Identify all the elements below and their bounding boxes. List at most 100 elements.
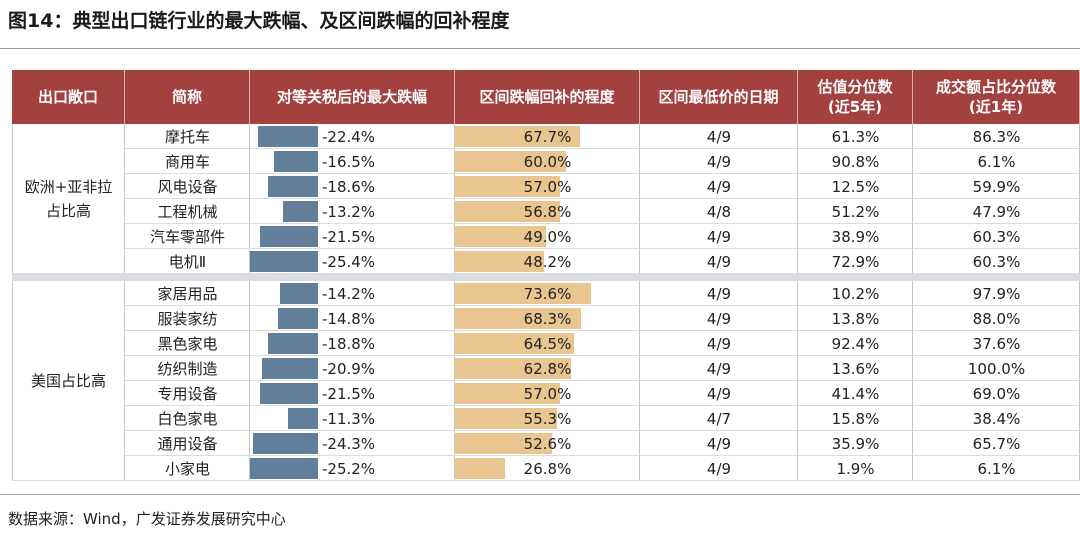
table-value: 4/9 [706,359,732,378]
recovery-bar [455,251,545,272]
table-value: 4/9 [706,152,732,171]
drawdown-bar [250,458,318,479]
group-separator [12,274,1080,281]
recovery-bar [455,176,561,197]
table-value: 6.1% [977,459,1016,478]
table-cell [250,331,455,356]
table-cell [798,149,913,174]
table-cell [455,199,640,224]
title-rule [0,48,1080,49]
table-cell [250,224,455,249]
table: 出口敞口 简称 对等关税后的最大跌幅 区间跌幅回补的程度 区间最低价的日期 估值分位数 (… [12,70,1080,482]
table-cell [640,306,798,331]
recovery-bar [455,358,572,379]
recovery-bar [455,283,592,304]
table-value: 92.4% [831,334,880,353]
drawdown-bar [249,251,318,272]
header-cell: 出口敞口 [12,70,125,124]
table-cell [798,331,913,356]
table-cell [640,281,798,306]
table-cell [798,224,913,249]
table-cell [125,249,250,274]
table-cell [455,224,640,249]
drawdown-value: -21.5% [322,227,376,246]
table-cell [798,249,913,274]
drawdown-bar [273,151,318,172]
drawdown-bar [278,308,318,329]
table-value: 38.4% [972,409,1021,428]
table-cell [798,456,913,481]
drawdown-bar [268,176,318,197]
table-value: 41.4% [831,384,880,403]
drawdown-bar [260,383,318,404]
header-cell: 成交额占比分位数 (近1年) [913,70,1080,124]
recovery-value: 64.5% [523,334,572,353]
table-cell [455,281,640,306]
drawdown-value: -22.4% [322,127,376,146]
table-cell [798,406,913,431]
table-cell [798,356,913,381]
table-cell [640,406,798,431]
table-value: 15.8% [831,409,880,428]
table-cell [250,456,455,481]
table-cell [798,174,913,199]
table-value: 1.9% [836,459,875,478]
table-value: 38.9% [831,227,880,246]
table-cell [640,174,798,199]
drawdown-value: -11.3% [322,409,376,428]
table-value: 65.7% [972,434,1021,453]
table-cell [798,199,913,224]
recovery-bar [455,408,558,429]
recovery-bar [455,201,561,222]
recovery-bar [455,126,581,147]
table-cell [125,381,250,406]
drawdown-value: -25.4% [322,252,376,271]
table-value: 86.3% [972,127,1021,146]
table-cell [640,124,798,149]
table-cell [640,249,798,274]
drawdown-bar [252,433,318,454]
industry-name: 白色家电 [157,410,218,428]
table-cell [455,331,640,356]
table-cell [798,281,913,306]
industry-name: 电机Ⅱ [168,253,207,271]
table-cell [125,174,250,199]
industry-name: 摩托车 [164,128,210,146]
table-value: 4/9 [706,284,732,303]
table-value: 35.9% [831,434,880,453]
table-value: 69.0% [972,384,1021,403]
industry-name: 服装家纺 [157,310,218,328]
table-cell [455,124,640,149]
table-cell [798,431,913,456]
table-cell [125,124,250,149]
drawdown-bar [261,358,318,379]
table-value: 4/9 [706,127,732,146]
table-cell [798,124,913,149]
table-cell [640,331,798,356]
table-cell [798,306,913,331]
table-cell [125,149,250,174]
drawdown-bar [260,226,318,247]
table-cell [125,281,250,306]
drawdown-value: -18.6% [322,177,376,196]
table-value: 13.6% [831,359,880,378]
table-cell [640,149,798,174]
header-cell: 简称 [125,70,250,124]
industry-name: 商用车 [164,153,210,171]
table-value: 4/9 [706,384,732,403]
drawdown-value: -25.2% [322,459,376,478]
industry-name: 通用设备 [157,435,218,453]
table-cell [250,149,455,174]
table-cell [250,431,455,456]
industry-name: 工程机械 [157,203,218,221]
recovery-bar [455,226,546,247]
table-value: 37.6% [972,334,1021,353]
figure-title: 图14：典型出口链行业的最大跌幅、及区间跌幅的回补程度 [8,10,510,32]
industry-name: 风电设备 [157,178,218,196]
recovery-bar [455,383,561,404]
industry-name: 专用设备 [157,385,218,403]
recovery-value: 48.2% [523,252,572,271]
table-cell [125,406,250,431]
table-cell [455,174,640,199]
table-value: 4/8 [706,202,732,221]
